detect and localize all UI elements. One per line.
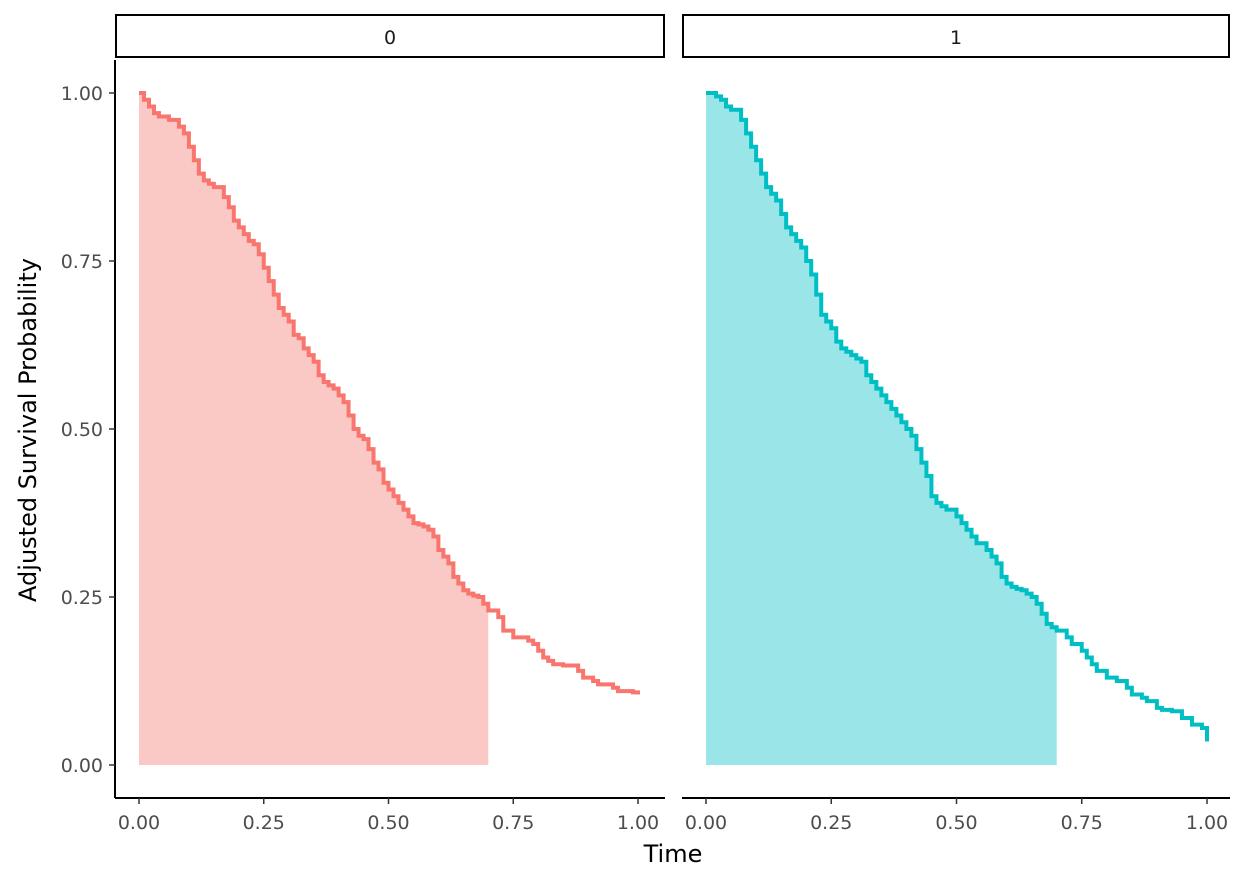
strip-label: 1: [950, 27, 962, 49]
y-tick-label: 0.00: [61, 755, 103, 777]
x-tick-label: 0.25: [243, 812, 285, 834]
y-tick-label: 1.00: [61, 83, 103, 105]
shaded-area: [706, 93, 1057, 765]
x-axis-title: Time: [643, 840, 703, 868]
y-tick-label: 0.50: [61, 419, 103, 441]
facet-panel-0: 0 0.00 0.25 0.50 0.75 1.00: [115, 14, 665, 834]
strip-box: [115, 14, 665, 58]
survival-curve: [139, 91, 640, 695]
strip-box: [682, 14, 1230, 58]
x-tick-label: 0.75: [1061, 812, 1103, 834]
facet-panels: 0 0.00 0.25 0.50 0.75 1.00 1 0.00 0.25 0.50 0.75 1.…: [115, 14, 1230, 834]
y-tick-label: 0.25: [61, 587, 103, 609]
strip-label: 0: [384, 27, 396, 49]
x-tick-label: 0.75: [492, 812, 534, 834]
y-axis: 0.00 0.25 0.50 0.75 1.00: [61, 60, 116, 798]
x-tick-label: 0.50: [935, 812, 977, 834]
shaded-area: [139, 93, 489, 765]
y-tick-label: 0.75: [61, 251, 103, 273]
x-tick-label: 1.00: [617, 812, 659, 834]
x-tick-label: 0.00: [118, 812, 160, 834]
facet-panel-1: 1 0.00 0.25 0.50 0.75 1.00: [682, 14, 1230, 834]
x-tick-label: 0.50: [367, 812, 409, 834]
x-tick-label: 0.25: [810, 812, 852, 834]
y-axis-title: Adjusted Survival Probability: [14, 258, 42, 602]
x-tick-label: 1.00: [1186, 812, 1228, 834]
survival-curve: [706, 91, 1209, 742]
x-tick-label: 0.00: [685, 812, 727, 834]
